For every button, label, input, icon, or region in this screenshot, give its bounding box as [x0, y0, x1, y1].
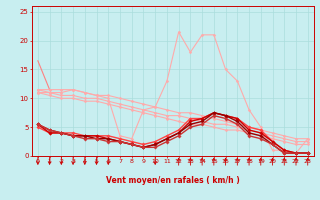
X-axis label: Vent moyen/en rafales ( km/h ): Vent moyen/en rafales ( km/h ): [106, 176, 240, 185]
